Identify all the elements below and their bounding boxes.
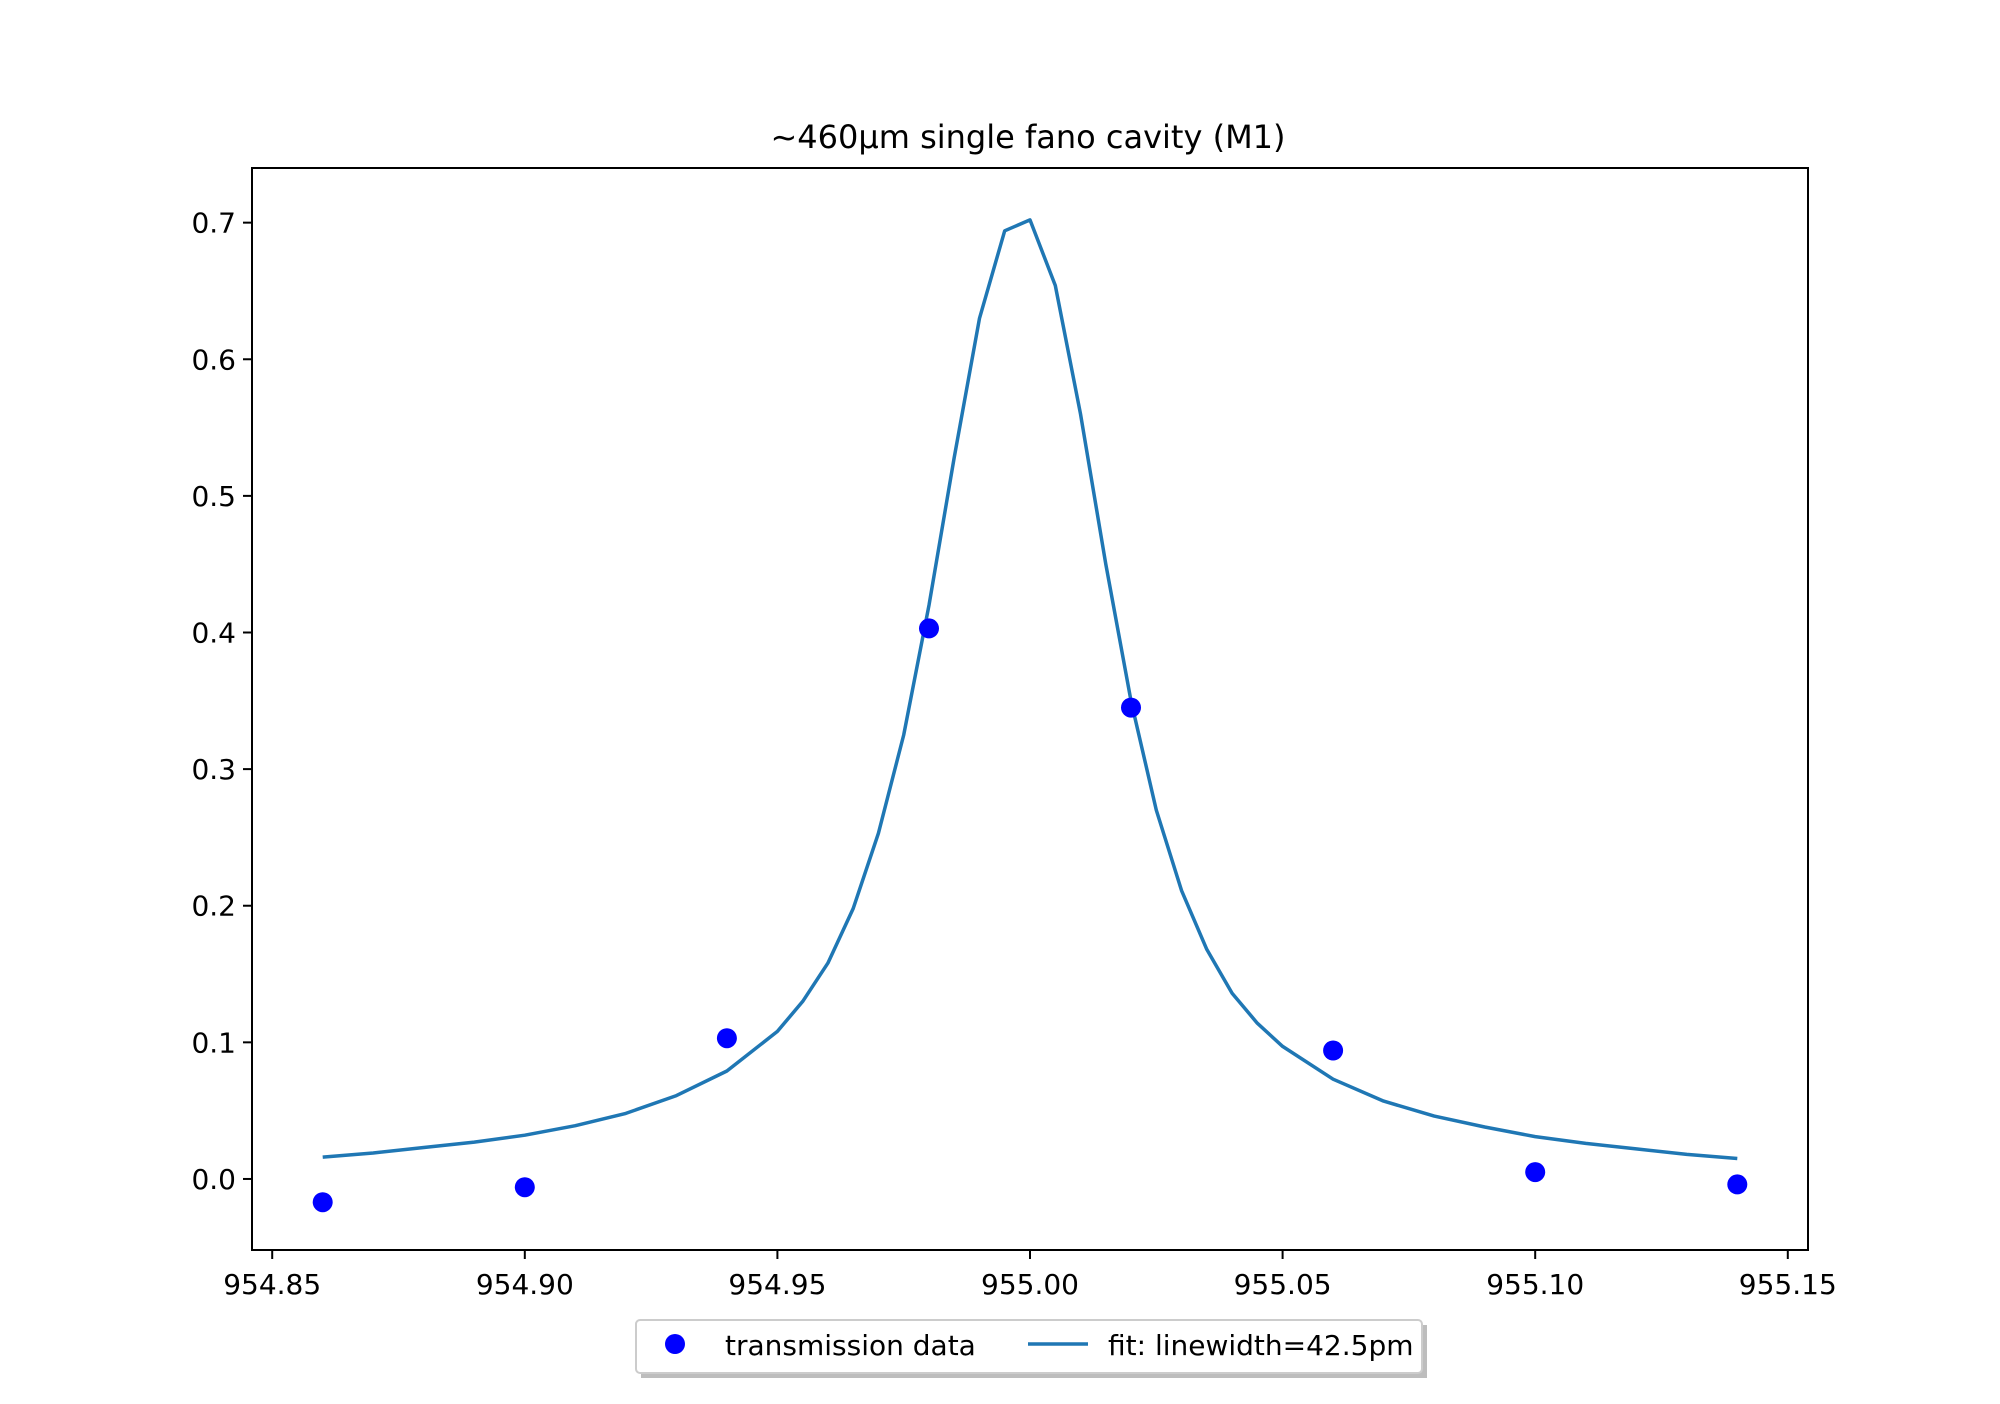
legend-box — [635, 1319, 1423, 1374]
y-tick-label: 0.2 — [191, 890, 236, 923]
x-axis: 954.85 954.90 954.95 955.00 955.05 955.10 955.… — [223, 1250, 1837, 1301]
x-tick-label: 954.95 — [728, 1268, 826, 1301]
fit-line — [322, 218, 1738, 1161]
data-point — [716, 1028, 737, 1049]
y-tick-label: 0.0 — [191, 1163, 236, 1196]
x-tick-label: 955.05 — [1234, 1268, 1332, 1301]
data-point — [1121, 697, 1141, 718]
y-tick-label: 0.1 — [191, 1026, 236, 1059]
data-point — [919, 618, 939, 639]
legend-label-fit: fit: linewidth=42.5pm — [1108, 1329, 1414, 1362]
y-tick-label: 0.5 — [191, 480, 236, 513]
data-point — [1727, 1174, 1748, 1195]
y-tick-label: 0.7 — [191, 207, 236, 240]
chart-title: ~460µm single fano cavity (M1) — [770, 118, 1285, 156]
data-point — [514, 1177, 535, 1198]
x-tick-label: 954.85 — [223, 1268, 321, 1301]
x-tick-label: 954.90 — [476, 1268, 574, 1301]
y-tick-label: 0.4 — [191, 616, 236, 649]
x-tick-label: 955.10 — [1486, 1268, 1584, 1301]
legend-marker-transmission-data — [665, 1334, 685, 1354]
x-tick-label: 955.00 — [981, 1268, 1079, 1301]
y-axis: 0.0 0.1 0.2 0.3 0.4 0.5 0.6 0.7 — [191, 207, 252, 1196]
y-tick-label: 0.6 — [191, 343, 236, 376]
data-point — [312, 1192, 333, 1213]
y-tick-label: 0.3 — [191, 753, 236, 786]
data-point — [1323, 1040, 1344, 1061]
legend: transmission data fit: linewidth=42.5pm — [635, 1319, 1427, 1378]
legend-label-transmission-data: transmission data — [725, 1329, 976, 1362]
data-point — [1525, 1162, 1546, 1183]
x-tick-label: 955.15 — [1739, 1268, 1837, 1301]
plot-area — [312, 218, 1748, 1213]
